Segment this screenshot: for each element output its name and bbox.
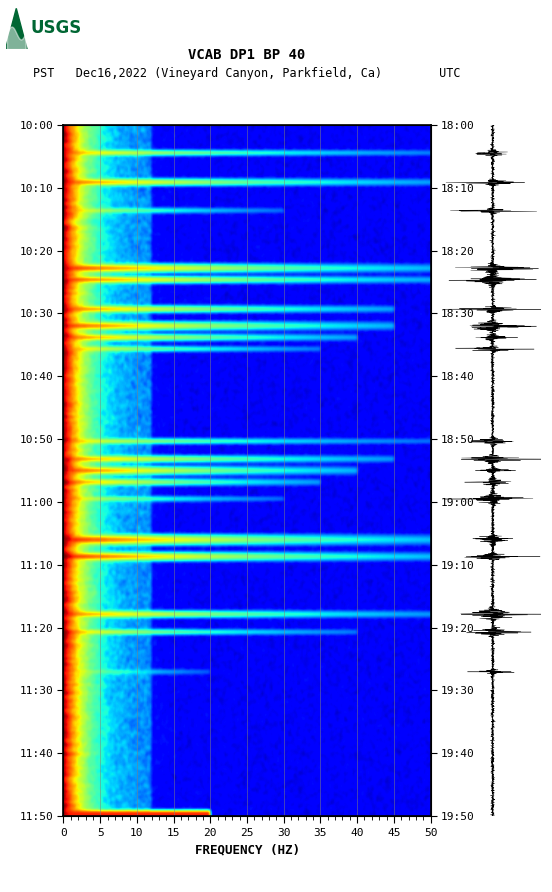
X-axis label: FREQUENCY (HZ): FREQUENCY (HZ) [194,844,300,856]
Text: USGS: USGS [31,19,82,37]
Text: PST   Dec16,2022 (Vineyard Canyon, Parkfield, Ca)        UTC: PST Dec16,2022 (Vineyard Canyon, Parkfie… [33,67,461,80]
Polygon shape [6,8,27,49]
Text: VCAB DP1 BP 40: VCAB DP1 BP 40 [188,48,306,62]
